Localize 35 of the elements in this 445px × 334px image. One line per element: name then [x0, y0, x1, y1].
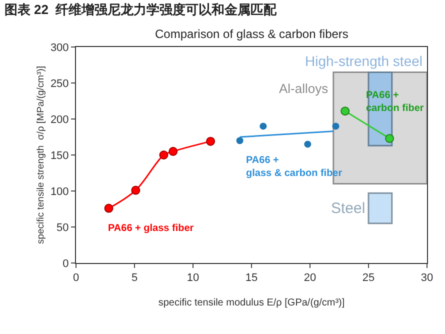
y-tick-label: 50	[56, 222, 69, 234]
point	[159, 150, 168, 160]
x-tick-label: 15	[245, 272, 258, 284]
y-tick-label: 200	[50, 114, 69, 126]
x-tick-label: 30	[420, 272, 434, 284]
point	[332, 122, 340, 130]
series-label: PA66 + carbon fiber	[366, 90, 424, 114]
chart-title: 图表 22 纤维增强尼龙力学强度可以和金属匹配	[4, 2, 278, 18]
point	[206, 136, 216, 146]
series-label: PA66 + glass & carbon fiber	[246, 155, 342, 179]
chart-subtitle: Comparison of glass & carbon fibers	[155, 27, 348, 41]
point	[304, 140, 312, 148]
point	[168, 146, 178, 156]
point	[236, 137, 244, 144]
x-axis-title: specific tensile modulus E/ρ [GPa/(g/cm³)]	[158, 298, 345, 309]
y-tick-label: 100	[50, 186, 69, 198]
point	[385, 134, 394, 143]
point	[104, 204, 114, 213]
y-axis-title: specific tensile strength σ/ρ [MPa/(g/cm³)]	[36, 66, 47, 244]
y-tick-label: 150	[50, 150, 69, 162]
y-tick-label: 300	[50, 42, 69, 54]
y-tick-label: 250	[50, 78, 69, 90]
y-tick-label: 0	[62, 258, 69, 270]
series-label: PA66 + glass fiber	[108, 223, 194, 234]
series-label: High-strength steel	[305, 53, 423, 69]
point	[131, 186, 140, 195]
x-tick-label: 10	[186, 272, 200, 284]
series-label: Al-alloys	[279, 81, 329, 96]
point	[260, 122, 267, 130]
x-tick-label: 0	[72, 272, 80, 284]
series-label: Steel	[331, 200, 366, 217]
point	[340, 106, 350, 116]
x-tick-label: 25	[362, 272, 375, 284]
x-tick-label: 20	[304, 272, 316, 284]
x-tick-label: 5	[131, 272, 138, 284]
